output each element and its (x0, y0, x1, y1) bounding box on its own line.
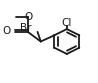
Text: O: O (3, 26, 11, 36)
Text: Br: Br (20, 23, 31, 33)
Text: Cl: Cl (62, 18, 72, 28)
Text: O: O (25, 12, 33, 22)
